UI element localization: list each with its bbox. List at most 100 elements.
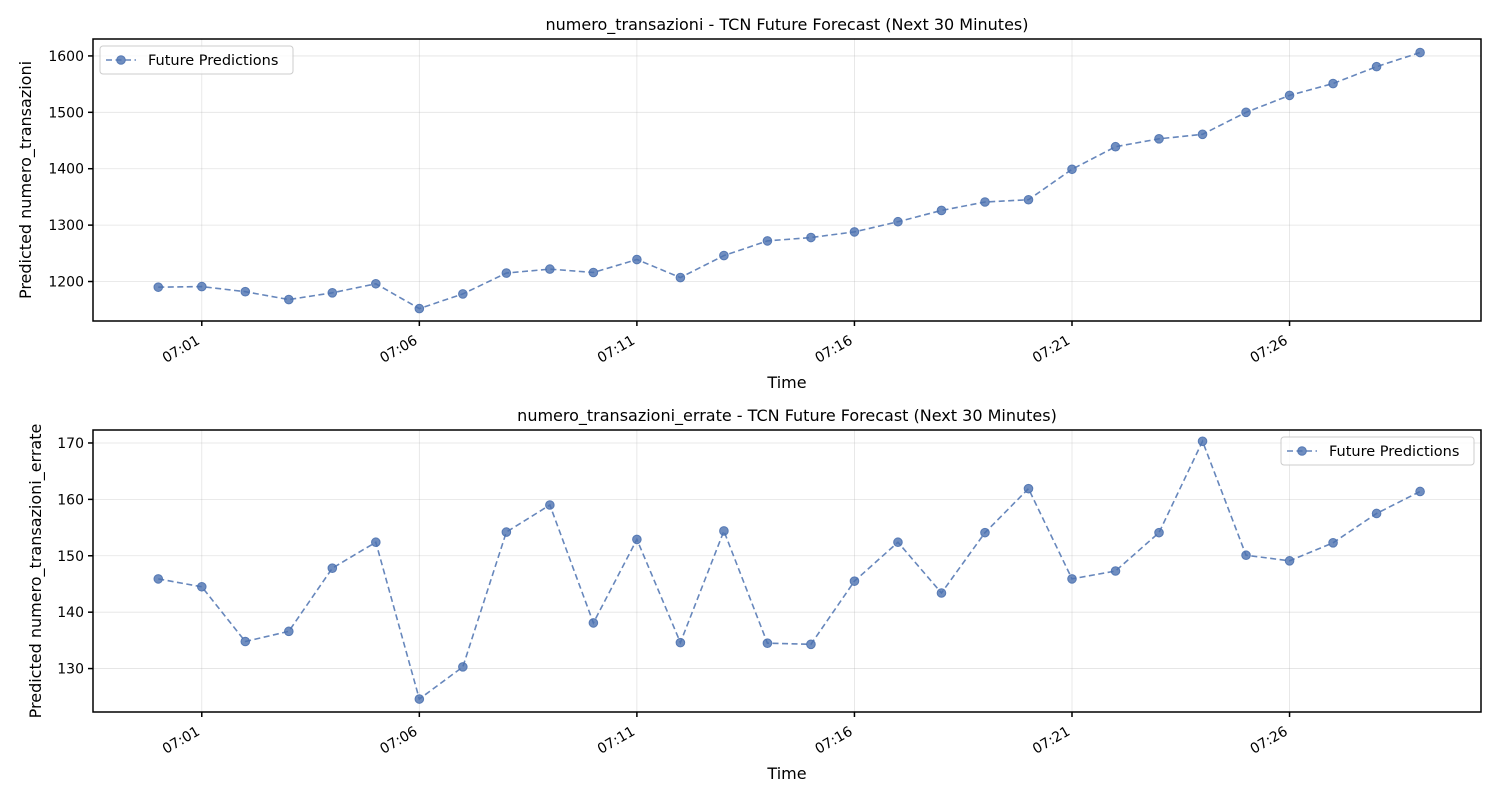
data-point xyxy=(893,216,903,227)
data-point xyxy=(1241,107,1251,118)
legend-marker-swatch xyxy=(1297,446,1307,456)
x-tick-label: 07:21 xyxy=(1030,333,1073,367)
data-point xyxy=(1415,486,1425,497)
data-point xyxy=(458,662,468,672)
y-tick-label: 1200 xyxy=(48,275,84,291)
data-point xyxy=(501,268,512,278)
data-point xyxy=(632,254,642,265)
chart-panel-numero-transazioni-errate: 130 140 150 160 170 07:01 07:06 07:11 07:16 07:21… xyxy=(26,406,1482,783)
data-point xyxy=(371,278,381,289)
legend-label: Future Predictions xyxy=(1329,444,1459,460)
data-point xyxy=(1328,538,1338,548)
data-point xyxy=(806,639,816,650)
chart-title: numero_transazioni - TCN Future Forecast… xyxy=(546,15,1029,35)
data-point xyxy=(414,694,425,704)
data-point xyxy=(588,267,599,278)
data-point xyxy=(240,636,251,647)
legend: Future Predictions xyxy=(99,45,294,75)
x-tick-label: 07:11 xyxy=(595,333,638,367)
data-point xyxy=(327,563,338,573)
data-point xyxy=(936,205,947,216)
legend-label: Future Predictions xyxy=(148,53,278,69)
data-point xyxy=(327,288,338,298)
x-tick-label: 07:26 xyxy=(1248,333,1291,367)
y-axis-label: Predicted numero_transazioni xyxy=(16,61,36,299)
chart-panel-numero-transazioni: 1200 1300 1400 1500 1600 07:01 07:06 07:11 07:16… xyxy=(16,15,1482,392)
x-tick-label: 07:21 xyxy=(1030,724,1073,758)
data-point xyxy=(1110,566,1121,576)
data-point xyxy=(849,227,860,237)
legend: Future Predictions xyxy=(1280,436,1475,466)
y-tick-label: 170 xyxy=(57,436,84,452)
data-point xyxy=(893,537,903,548)
legend-box xyxy=(1280,436,1475,466)
data-point xyxy=(371,537,381,548)
data-point xyxy=(458,289,468,299)
y-tick-label: 150 xyxy=(57,549,84,565)
data-point xyxy=(1197,436,1208,447)
data-point xyxy=(762,236,773,246)
data-point xyxy=(545,500,555,510)
data-point xyxy=(762,638,773,648)
data-point xyxy=(501,527,512,537)
data-point xyxy=(675,637,686,648)
legend-marker-swatch xyxy=(116,55,126,65)
legend-box xyxy=(99,45,294,75)
data-point xyxy=(153,574,164,584)
x-tick-label: 07:26 xyxy=(1248,724,1291,758)
series-line xyxy=(158,439,1421,701)
x-tick-label: 07:16 xyxy=(812,333,855,367)
x-tick-label: 07:06 xyxy=(377,724,420,758)
data-point xyxy=(1284,90,1295,101)
data-point xyxy=(414,303,425,314)
data-point xyxy=(1023,194,1034,205)
x-tick-label: 07:01 xyxy=(160,724,203,758)
data-point xyxy=(1371,61,1382,72)
y-tick-label: 130 xyxy=(57,662,84,678)
data-point xyxy=(1154,134,1164,144)
x-axis-label: Time xyxy=(766,373,806,392)
x-axis-label: Time xyxy=(766,764,806,783)
y-axis-label: Predicted numero_transazioni_errate xyxy=(26,424,46,719)
x-tick-label: 07:01 xyxy=(160,333,203,367)
data-point xyxy=(1371,508,1382,519)
y-tick-label: 1300 xyxy=(48,218,84,234)
data-point xyxy=(719,526,729,536)
data-point xyxy=(1197,129,1208,140)
data-point xyxy=(849,576,860,586)
data-point xyxy=(980,527,990,538)
data-point xyxy=(675,272,686,283)
x-tick-label: 07:06 xyxy=(377,333,420,367)
chart-title: numero_transazioni_errate - TCN Future F… xyxy=(517,406,1057,426)
y-tick-label: 160 xyxy=(57,492,84,508)
data-point xyxy=(1154,527,1164,538)
data-point xyxy=(283,294,294,305)
data-point xyxy=(980,197,990,207)
x-tick-label: 07:16 xyxy=(812,724,855,758)
x-tick-label: 07:11 xyxy=(595,724,638,758)
data-point xyxy=(1110,141,1121,152)
data-point xyxy=(936,588,947,598)
data-point xyxy=(719,250,729,261)
data-point xyxy=(545,264,555,274)
data-point xyxy=(1415,47,1425,58)
axes-frame xyxy=(92,429,1482,713)
y-tick-label: 1600 xyxy=(48,49,84,65)
data-point xyxy=(1328,78,1338,89)
data-point xyxy=(196,581,207,592)
y-tick-label: 1400 xyxy=(48,162,84,178)
data-point xyxy=(588,618,599,628)
data-point xyxy=(1241,550,1251,561)
data-point xyxy=(1023,483,1034,494)
y-tick-label: 1500 xyxy=(48,105,84,121)
axes-frame xyxy=(92,38,1482,322)
data-point xyxy=(632,534,642,545)
data-point xyxy=(1284,556,1295,566)
data-point xyxy=(283,626,294,637)
data-point xyxy=(1067,574,1077,584)
data-point xyxy=(196,281,207,292)
series-line xyxy=(158,51,1421,310)
y-tick-label: 140 xyxy=(57,605,84,621)
data-point xyxy=(153,282,164,292)
